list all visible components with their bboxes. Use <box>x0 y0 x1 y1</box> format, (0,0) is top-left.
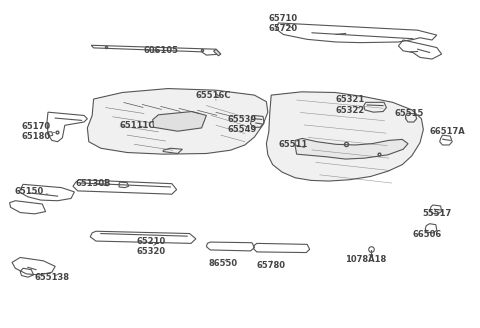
Text: 55517: 55517 <box>422 209 451 218</box>
Polygon shape <box>214 49 221 56</box>
Text: 65780: 65780 <box>257 260 286 270</box>
Text: 65516C: 65516C <box>196 91 231 100</box>
Text: 65170
65180: 65170 65180 <box>22 121 55 141</box>
Text: 65515: 65515 <box>394 109 424 119</box>
Text: 606105: 606105 <box>144 46 178 55</box>
Text: 1078A18: 1078A18 <box>345 254 386 264</box>
Text: 65321
65322: 65321 65322 <box>336 95 365 115</box>
Text: 65150: 65150 <box>14 187 48 196</box>
Text: 65210
65320: 65210 65320 <box>137 237 166 256</box>
Text: 65130B: 65130B <box>76 179 111 188</box>
Text: 65511: 65511 <box>278 140 308 149</box>
Text: 655138: 655138 <box>35 273 69 282</box>
Text: 66517A: 66517A <box>430 127 465 139</box>
Text: 66506: 66506 <box>413 230 442 239</box>
Text: 86550: 86550 <box>209 258 238 268</box>
Text: 65111C: 65111C <box>119 121 155 130</box>
Polygon shape <box>295 138 408 159</box>
Polygon shape <box>87 89 268 154</box>
Text: 65539
65549: 65539 65549 <box>228 115 257 134</box>
Polygon shape <box>266 92 423 181</box>
Polygon shape <box>153 112 206 131</box>
Text: 65710
65720: 65710 65720 <box>269 14 298 33</box>
